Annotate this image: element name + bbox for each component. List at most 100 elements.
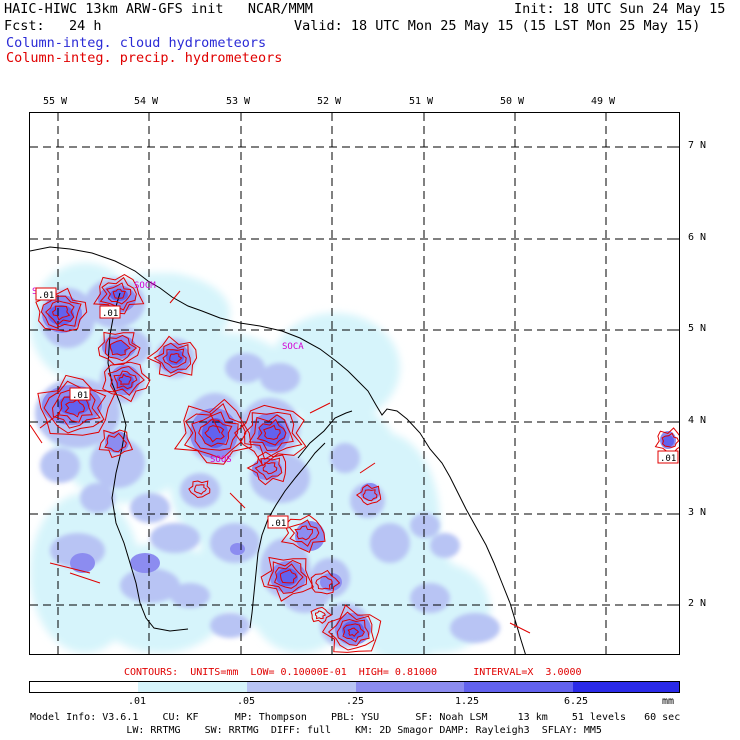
cloud-area xyxy=(180,473,220,508)
precip-contour xyxy=(279,569,298,584)
precip-contour xyxy=(336,618,370,647)
cloud-area xyxy=(40,448,80,483)
contour-label: .01 xyxy=(99,305,121,319)
border-east xyxy=(297,410,353,459)
cloud-area xyxy=(320,573,342,591)
colorbar-segment xyxy=(138,682,247,692)
cloud-area xyxy=(210,523,260,563)
colorbar-segment xyxy=(30,682,138,692)
precip-contour xyxy=(321,604,382,653)
precip-contour xyxy=(309,402,331,414)
precip-contour xyxy=(39,412,61,429)
precip-contour xyxy=(254,457,283,481)
field-cloud-label: Column-integ. cloud hydrometeors xyxy=(6,35,267,51)
cloud-area xyxy=(150,523,200,553)
precip-contour xyxy=(246,451,287,486)
precip-contour xyxy=(169,352,183,364)
colorbar-tick-label: .05 xyxy=(237,696,256,707)
precip-contour xyxy=(37,374,117,436)
precip-contour xyxy=(153,342,192,374)
valid-time: Valid: 18 UTC Mon 25 May 15 (15 LST Mon … xyxy=(294,18,701,34)
precip-contour xyxy=(64,398,86,418)
precip-contour xyxy=(355,484,382,506)
precip-contour xyxy=(45,300,75,326)
contour-label: .01 xyxy=(69,387,91,401)
precip-contour xyxy=(113,370,138,390)
cloud-area xyxy=(80,483,115,513)
station-label: SOCM xyxy=(134,281,156,291)
colorbar xyxy=(29,681,680,693)
precip-contour xyxy=(173,398,252,465)
colorbar-tick-label: .01 xyxy=(128,696,147,707)
cloud-area xyxy=(90,438,145,488)
cloud-area xyxy=(370,523,410,563)
cloud-area xyxy=(110,341,128,355)
precip-contour xyxy=(359,462,376,474)
border-west-1 xyxy=(107,292,189,632)
precip-contour xyxy=(315,610,327,620)
longitude-label: 55 W xyxy=(43,96,68,107)
colorbar-tick-label: 1.25 xyxy=(455,696,480,707)
precip-contour xyxy=(162,348,187,368)
contours-info: CONTOURS: UNITS=mm LOW= 0.10000E-01 HIGH… xyxy=(124,667,582,678)
precip-contour xyxy=(243,411,303,460)
cloud-area xyxy=(260,363,300,393)
precip-contour xyxy=(105,282,132,305)
precip-contour xyxy=(654,427,679,454)
cloud-area xyxy=(410,583,450,613)
precip-contour xyxy=(362,489,378,502)
precip-contour xyxy=(104,432,127,453)
hydrometeor-map: SMPTSOCMSOCASOOS.01.01.01.01.01 xyxy=(30,113,679,654)
precip-contour xyxy=(99,276,137,311)
precip-contour xyxy=(260,556,314,602)
precip-contour xyxy=(97,331,141,366)
longitude-label: 54 W xyxy=(134,96,159,107)
precip-contour xyxy=(93,274,145,315)
precip-contour xyxy=(327,611,375,651)
cloud-area xyxy=(230,543,245,555)
precip-contour xyxy=(209,412,221,434)
precip-contour xyxy=(509,622,531,634)
colorbar-unit: mm xyxy=(662,696,675,707)
station-label: SOOS xyxy=(210,455,232,465)
svg-text:.01: .01 xyxy=(102,309,118,319)
precip-contour xyxy=(198,419,233,447)
precip-contour xyxy=(146,335,198,378)
cloud-area xyxy=(210,613,250,638)
precip-contour xyxy=(104,334,138,362)
cloud-area xyxy=(202,418,228,448)
cloud-area xyxy=(170,583,210,608)
cloud-area xyxy=(70,553,95,573)
cloud-area xyxy=(430,533,460,558)
latitude-label: 2 N xyxy=(688,598,707,609)
precip-contour xyxy=(204,425,225,443)
precip-contour xyxy=(188,480,211,499)
longitude-label: 50 W xyxy=(500,96,525,107)
cloud-area xyxy=(360,483,380,501)
precip-contour xyxy=(347,627,360,638)
longitude-label: 52 W xyxy=(317,96,342,107)
cloud-area xyxy=(662,435,674,447)
contour-label: .01 xyxy=(657,450,679,464)
precip-contour xyxy=(109,339,131,356)
precip-contour xyxy=(263,424,281,440)
precip-contour xyxy=(234,404,307,467)
precip-contour xyxy=(169,290,181,304)
latitude-label: 3 N xyxy=(688,507,707,518)
precip-contour xyxy=(183,402,247,460)
cloud-area xyxy=(130,493,170,523)
cloud-area xyxy=(120,568,180,603)
precip-contour xyxy=(256,418,287,446)
cloud-area xyxy=(140,273,200,313)
longitude-label: 53 W xyxy=(226,96,251,107)
init-time: Init: 18 UTC Sun 24 May 15 xyxy=(514,1,726,17)
contour-label: .01 xyxy=(35,287,57,301)
precip-contour xyxy=(118,373,132,385)
precip-contour xyxy=(342,623,366,643)
colorbar-segment xyxy=(464,682,573,692)
precip-contour xyxy=(69,572,101,584)
precip-contour xyxy=(191,411,239,451)
cloud-shading-core xyxy=(48,289,674,639)
precip-contour xyxy=(294,525,314,541)
station-label: SOCA xyxy=(282,342,304,352)
